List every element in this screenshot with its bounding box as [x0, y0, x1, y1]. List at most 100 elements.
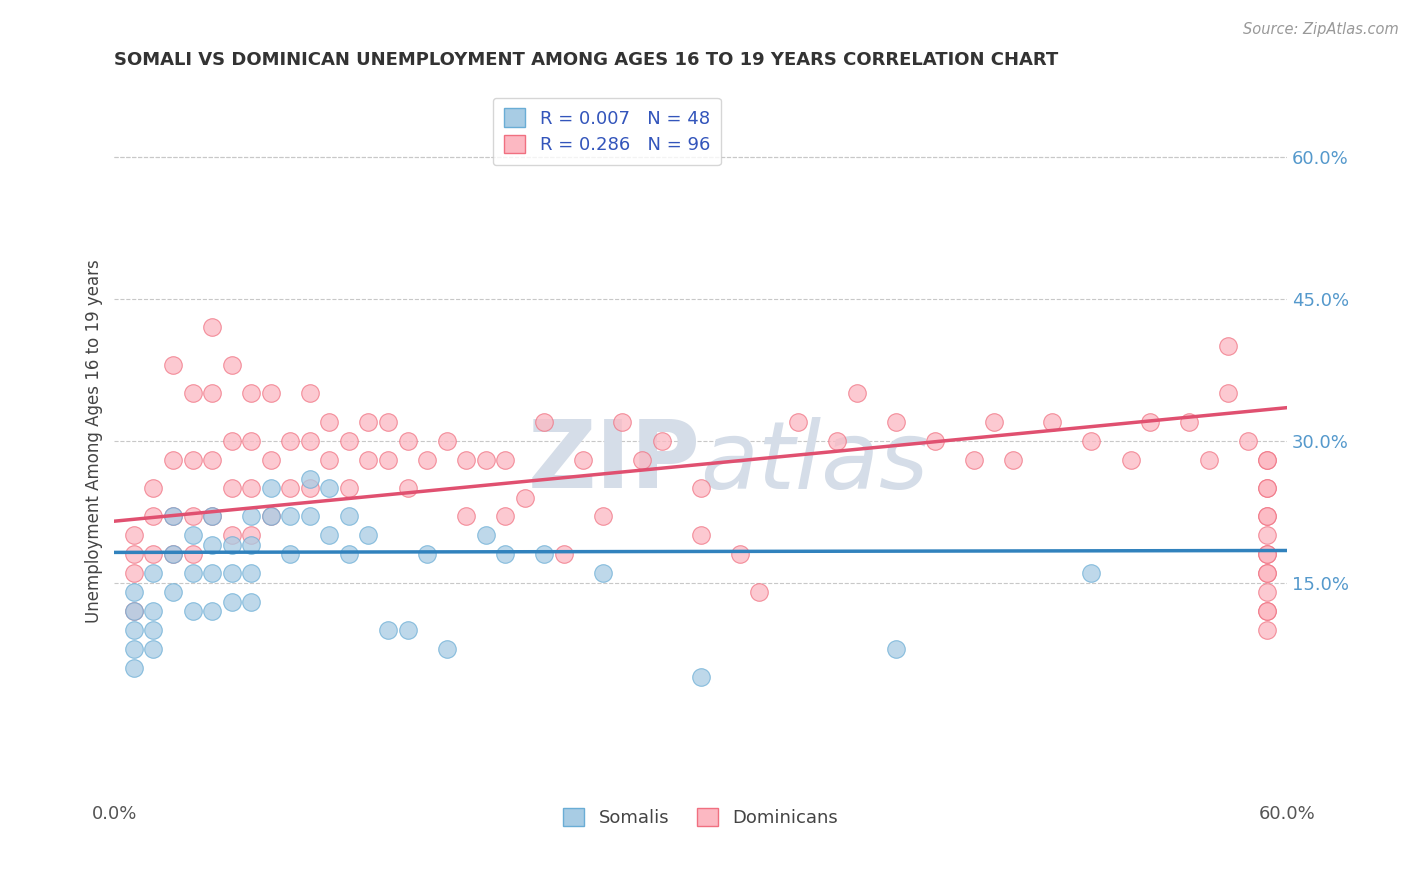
Point: [1139, 415, 1161, 429]
Text: ZIP: ZIP: [527, 417, 700, 508]
Point: [122, 641, 145, 656]
Point: [1256, 566, 1278, 581]
Point: [260, 481, 283, 495]
Point: [201, 320, 224, 334]
Point: [689, 670, 711, 684]
Point: [337, 547, 360, 561]
Point: [221, 538, 243, 552]
Point: [416, 547, 439, 561]
Point: [298, 386, 321, 401]
Point: [474, 452, 496, 467]
Point: [592, 566, 614, 581]
Point: [201, 386, 224, 401]
Point: [1080, 566, 1102, 581]
Point: [1256, 509, 1278, 524]
Point: [963, 452, 986, 467]
Point: [1256, 585, 1278, 599]
Point: [162, 452, 184, 467]
Point: [181, 547, 204, 561]
Point: [122, 604, 145, 618]
Point: [1256, 566, 1278, 581]
Point: [240, 481, 263, 495]
Point: [983, 415, 1005, 429]
Point: [221, 481, 243, 495]
Point: [240, 386, 263, 401]
Point: [201, 566, 224, 581]
Point: [827, 434, 849, 448]
Point: [181, 452, 204, 467]
Point: [1256, 528, 1278, 542]
Point: [260, 386, 283, 401]
Point: [436, 434, 458, 448]
Point: [221, 358, 243, 372]
Point: [1218, 339, 1240, 353]
Point: [513, 491, 536, 505]
Point: [787, 415, 810, 429]
Point: [318, 481, 340, 495]
Point: [142, 547, 165, 561]
Point: [298, 509, 321, 524]
Point: [1002, 452, 1025, 467]
Point: [1256, 604, 1278, 618]
Point: [474, 528, 496, 542]
Point: [260, 509, 283, 524]
Point: [456, 509, 478, 524]
Point: [494, 509, 516, 524]
Point: [728, 547, 751, 561]
Point: [396, 481, 419, 495]
Point: [122, 547, 145, 561]
Point: [162, 509, 184, 524]
Point: [240, 538, 263, 552]
Point: [201, 538, 224, 552]
Point: [377, 415, 399, 429]
Point: [181, 566, 204, 581]
Point: [260, 509, 283, 524]
Point: [1040, 415, 1063, 429]
Point: [357, 528, 380, 542]
Point: [162, 358, 184, 372]
Point: [1256, 481, 1278, 495]
Point: [142, 566, 165, 581]
Point: [142, 604, 165, 618]
Point: [122, 661, 145, 675]
Point: [533, 415, 555, 429]
Point: [260, 452, 283, 467]
Point: [689, 481, 711, 495]
Point: [278, 434, 301, 448]
Point: [651, 434, 673, 448]
Point: [122, 585, 145, 599]
Text: Source: ZipAtlas.com: Source: ZipAtlas.com: [1243, 22, 1399, 37]
Y-axis label: Unemployment Among Ages 16 to 19 years: Unemployment Among Ages 16 to 19 years: [86, 259, 103, 623]
Point: [1198, 452, 1220, 467]
Point: [494, 452, 516, 467]
Point: [494, 547, 516, 561]
Point: [298, 472, 321, 486]
Point: [456, 452, 478, 467]
Point: [1256, 481, 1278, 495]
Point: [221, 566, 243, 581]
Point: [122, 566, 145, 581]
Point: [201, 509, 224, 524]
Point: [1256, 547, 1278, 561]
Point: [181, 528, 204, 542]
Point: [240, 434, 263, 448]
Point: [1256, 604, 1278, 618]
Point: [142, 481, 165, 495]
Point: [201, 604, 224, 618]
Point: [377, 623, 399, 637]
Point: [122, 528, 145, 542]
Point: [1256, 452, 1278, 467]
Point: [162, 547, 184, 561]
Point: [142, 509, 165, 524]
Point: [318, 528, 340, 542]
Point: [1080, 434, 1102, 448]
Legend: Somalis, Dominicans: Somalis, Dominicans: [555, 800, 845, 834]
Point: [221, 594, 243, 608]
Point: [1256, 547, 1278, 561]
Point: [1218, 386, 1240, 401]
Point: [337, 509, 360, 524]
Point: [1119, 452, 1142, 467]
Point: [142, 623, 165, 637]
Point: [631, 452, 654, 467]
Point: [318, 452, 340, 467]
